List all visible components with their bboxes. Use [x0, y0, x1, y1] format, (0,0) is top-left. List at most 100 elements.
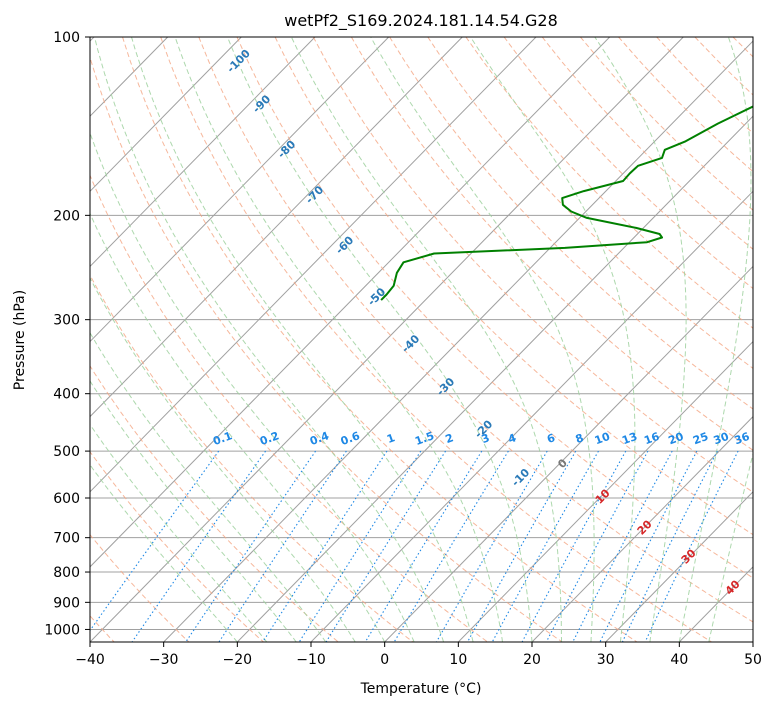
isotherm-line — [90, 37, 684, 642]
y-tick-label: 100 — [53, 30, 80, 46]
x-tick-label: 20 — [523, 652, 541, 668]
mixing-ratio-line — [621, 450, 718, 642]
moist-adiabat-line — [90, 423, 268, 642]
x-tick-label: −10 — [296, 652, 326, 668]
frost-point-label: -30 — [434, 375, 457, 398]
frost-point-label: -90 — [250, 92, 273, 115]
mixing-ratio-label: 36 — [733, 430, 752, 448]
isotherm-line — [163, 40, 753, 642]
mixing-ratio-label: 1.5 — [413, 429, 436, 448]
moist-adiabat-line — [594, 37, 687, 642]
mixing-ratio-label: 3 — [480, 431, 492, 446]
plot-frame — [89, 36, 754, 643]
mixing-ratio-line — [131, 450, 267, 642]
line-labels: -100-90-80-70-60-50-40-30-20-100.1 0.2 0.4… — [211, 47, 751, 598]
moist-adiabat-line — [290, 37, 562, 642]
isotherm-line — [605, 491, 753, 642]
dry-adiabat-line — [312, 37, 753, 493]
frost-point-label: -50 — [365, 285, 388, 308]
mixing-ratio-label: 30 — [712, 430, 731, 448]
frost-point-label: -100 — [224, 47, 253, 76]
moist-adiabat-line — [90, 277, 356, 642]
mixing-ratio-line — [572, 450, 673, 642]
mixing-ratio-line — [435, 450, 548, 642]
isotherm-line — [457, 340, 753, 642]
y-tick-label: 500 — [53, 444, 80, 460]
mixing-ratio-label: 0.4 — [308, 429, 331, 448]
y-tick-label: 700 — [53, 531, 80, 547]
y-axis-title: Pressure (hPa) — [12, 290, 28, 390]
dry-adiabat-line — [427, 37, 753, 369]
mixing-ratio-line — [364, 450, 483, 642]
isotherm-line — [90, 37, 242, 192]
moist-adiabat-line — [708, 451, 753, 642]
axis-ticks: −40 −30 −20 −10 0 10 20 30 40 5010020030040050060… — [44, 30, 762, 668]
dry-adiabat-line — [236, 37, 753, 579]
moist-adiabat-line — [131, 37, 474, 642]
mixing-ratio-line — [491, 450, 599, 642]
mixing-ratio-line — [521, 450, 627, 642]
dry-adiabat-line — [90, 55, 563, 642]
moist-adiabat-line — [90, 380, 297, 642]
mixing-ratio-line — [218, 450, 347, 642]
dry-adiabat-line — [90, 274, 414, 642]
moist-adiabat-line — [678, 37, 752, 642]
mixing-ratio-line — [90, 450, 220, 632]
dry-adiabat-line — [503, 37, 753, 290]
mixing-ratio-line — [185, 450, 317, 642]
x-axis-title: Temperature (°C) — [360, 681, 482, 697]
mixing-ratio-label: 0.2 — [258, 429, 281, 448]
mixing-ratio-label: 16 — [642, 430, 661, 448]
x-tick-label: −40 — [75, 652, 105, 668]
y-tick-label: 300 — [53, 313, 80, 329]
isotherm-line — [236, 115, 753, 642]
mixing-ratio-label: 4 — [506, 431, 518, 446]
dry-adiabat-line — [90, 174, 488, 642]
dry-adiabat-line — [90, 533, 190, 642]
dry-adiabat-line — [771, 37, 775, 642]
moist-adiabat-line — [174, 37, 503, 642]
y-tick-label: 400 — [53, 387, 80, 403]
mixing-ratio-label: 6 — [545, 431, 557, 446]
x-tick-label: 10 — [449, 652, 467, 668]
x-tick-label: −20 — [223, 652, 253, 668]
moist-adiabat-line — [90, 464, 238, 642]
frost-point-label: -40 — [399, 332, 422, 355]
x-tick-label: 0 — [380, 652, 389, 668]
dewpoint-trace — [380, 105, 753, 301]
moist-adiabat-line — [90, 212, 386, 642]
moist-adiabat-line — [94, 37, 445, 642]
isotherm-line — [384, 265, 753, 642]
frost-point-label: -70 — [303, 183, 326, 206]
isotherm-line — [90, 37, 390, 343]
mixing-ratio-label: 25 — [691, 430, 710, 447]
dry-adiabat-line — [694, 37, 753, 96]
mixing-ratio-line — [393, 450, 509, 642]
isotherm-line — [90, 37, 316, 268]
mixing-ratio-label: 13 — [620, 430, 639, 447]
mixing-ratio-label: 0.1 — [211, 429, 234, 448]
moist-adiabat-line — [90, 331, 327, 642]
dry-adiabat-line — [580, 37, 753, 211]
mixing-ratio-line — [325, 450, 447, 642]
mixing-ratio-line — [599, 450, 698, 642]
x-tick-label: −30 — [149, 652, 179, 668]
dry-adiabat-line — [274, 37, 753, 536]
mixing-ratio-label: 20 — [667, 430, 686, 448]
moist-adiabat-line — [227, 37, 533, 642]
mixing-ratio-label: 8 — [574, 431, 586, 446]
y-tick-label: 900 — [53, 595, 80, 611]
mixing-ratio-line — [644, 450, 739, 642]
y-tick-label: 1000 — [44, 622, 80, 638]
frost-point-label: -60 — [333, 233, 356, 256]
mixing-ratio-label: 10 — [593, 430, 612, 448]
isotherm-line — [90, 37, 611, 568]
isotherm-line — [531, 415, 753, 642]
y-tick-label: 800 — [53, 565, 80, 581]
isotherm-line — [90, 37, 537, 493]
dry-adiabat-line — [198, 37, 753, 623]
mixing-ratio-label: 2 — [444, 431, 456, 446]
dry-adiabat-line — [656, 37, 753, 134]
dry-adiabat-line — [160, 37, 712, 642]
